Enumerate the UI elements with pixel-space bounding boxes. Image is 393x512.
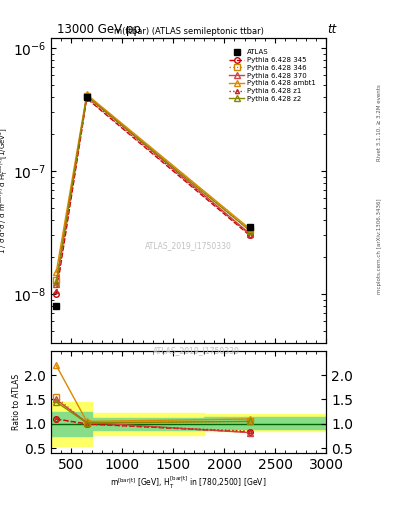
Line: Pythia 6.428 ambt1: Pythia 6.428 ambt1	[53, 92, 253, 275]
Pythia 6.428 345	[84, 95, 89, 101]
Pythia 6.428 345	[248, 232, 252, 239]
Y-axis label: Ratio to ATLAS: Ratio to ATLAS	[13, 374, 22, 430]
Text: ATLAS_2019_I1750330: ATLAS_2019_I1750330	[153, 346, 240, 355]
Pythia 6.428 345	[54, 291, 59, 297]
Pythia 6.428 370	[248, 230, 252, 237]
X-axis label: m$^{\mathregular{[bar|t]}}$ [GeV], H$_{\mathregular{T}}^{\mathregular{[bar|t]}}$: m$^{\mathregular{[bar|t]}}$ [GeV], H$_{\…	[110, 475, 267, 491]
Text: mcplots.cern.ch [arXiv:1306.3436]: mcplots.cern.ch [arXiv:1306.3436]	[377, 198, 382, 293]
Pythia 6.428 370	[84, 93, 89, 99]
Line: Pythia 6.428 z2: Pythia 6.428 z2	[53, 93, 253, 285]
Line: ATLAS: ATLAS	[53, 94, 253, 309]
Legend: ATLAS, Pythia 6.428 345, Pythia 6.428 346, Pythia 6.428 370, Pythia 6.428 ambt1,: ATLAS, Pythia 6.428 345, Pythia 6.428 34…	[228, 48, 317, 103]
Text: Rivet 3.1.10, ≥ 3.2M events: Rivet 3.1.10, ≥ 3.2M events	[377, 84, 382, 161]
Text: ATLAS_2019_I1750330: ATLAS_2019_I1750330	[145, 241, 232, 250]
Pythia 6.428 ambt1	[84, 92, 89, 98]
Pythia 6.428 z2	[54, 279, 59, 285]
Line: Pythia 6.428 z1: Pythia 6.428 z1	[54, 96, 252, 293]
ATLAS	[54, 303, 59, 309]
Text: tt: tt	[327, 23, 336, 36]
Pythia 6.428 z2	[84, 93, 89, 99]
Pythia 6.428 346	[84, 93, 89, 99]
Line: Pythia 6.428 370: Pythia 6.428 370	[53, 93, 253, 287]
Pythia 6.428 370	[54, 281, 59, 287]
Pythia 6.428 z1	[248, 231, 252, 238]
Pythia 6.428 346	[54, 277, 59, 283]
ATLAS	[84, 94, 89, 100]
Y-axis label: 1 / σ d²σ / d m$^{\mathregular{[bar|t]}}$ d H$_{\mathregular{T}}^{\mathregular{[: 1 / σ d²σ / d m$^{\mathregular{[bar|t]}}…	[0, 127, 11, 254]
Pythia 6.428 z1	[54, 288, 59, 294]
Title: m(ttbar) (ATLAS semileptonic ttbar): m(ttbar) (ATLAS semileptonic ttbar)	[114, 27, 264, 36]
Pythia 6.428 ambt1	[54, 269, 59, 275]
Pythia 6.428 346	[248, 227, 252, 233]
Text: 13000 GeV pp: 13000 GeV pp	[57, 23, 141, 36]
ATLAS	[248, 224, 252, 230]
Pythia 6.428 z1	[84, 95, 89, 101]
Line: Pythia 6.428 346: Pythia 6.428 346	[53, 94, 253, 283]
Pythia 6.428 ambt1	[248, 226, 252, 232]
Pythia 6.428 z2	[248, 228, 252, 234]
Line: Pythia 6.428 345: Pythia 6.428 345	[53, 96, 253, 297]
